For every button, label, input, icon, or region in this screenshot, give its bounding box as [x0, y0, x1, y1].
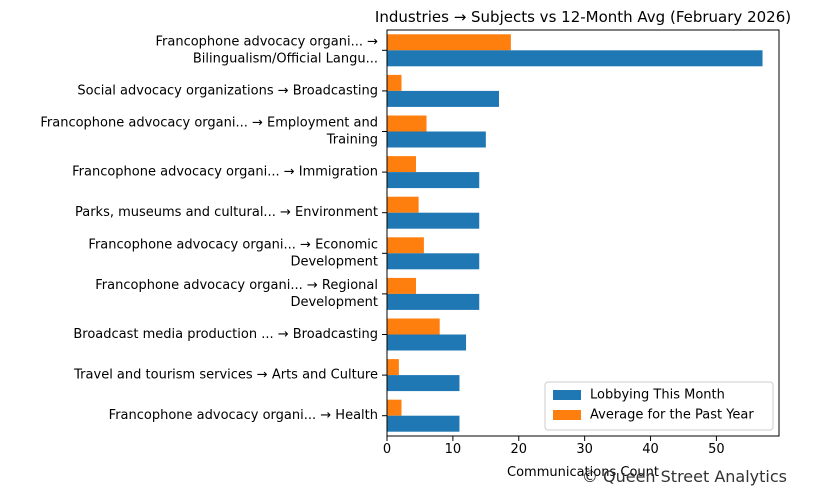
bar-average-8	[387, 359, 399, 376]
y-tick-label-5-1: Development	[290, 254, 378, 269]
bar-this-month-2	[387, 131, 486, 148]
bar-this-month-1	[387, 90, 499, 107]
x-axis-label: Communications Count	[507, 465, 659, 480]
x-tick-label-1: 10	[445, 442, 462, 457]
legend-swatch-0	[553, 390, 581, 400]
bar-average-1	[387, 74, 402, 91]
y-tick-label-8-0: Travel and tourism services → Arts and C…	[73, 368, 378, 383]
bar-this-month-9	[387, 415, 460, 432]
axes-frame	[386, 29, 780, 437]
y-tick-label-0-0: Francophone advocacy organi... →	[155, 34, 378, 49]
y-tick-label-5-0: Francophone advocacy organi... → Economi…	[88, 237, 378, 252]
watermark: © Queen Street Analytics	[581, 467, 787, 486]
bar-this-month-8	[387, 375, 460, 392]
bar-this-month-0	[387, 50, 763, 67]
bar-average-0	[387, 34, 511, 51]
y-tick-label-4-0: Parks, museums and cultural... → Environ…	[75, 205, 378, 220]
bar-this-month-3	[387, 172, 480, 189]
x-tick-label-4: 40	[642, 442, 659, 457]
bar-average-3	[387, 156, 416, 173]
bar-average-5	[387, 237, 424, 254]
legend-label-0: Lobbying This Month	[590, 388, 725, 403]
bar-average-4	[387, 196, 419, 213]
y-tick-label-1-0: Social advocacy organizations → Broadcas…	[77, 83, 378, 98]
y-tick-label-2-0: Francophone advocacy organi... → Employm…	[40, 116, 378, 131]
bar-average-7	[387, 318, 440, 335]
y-tick-label-3-0: Francophone advocacy organi... → Immigra…	[72, 165, 378, 180]
x-tick-label-3: 30	[576, 442, 593, 457]
legend-label-1: Average for the Past Year	[590, 408, 754, 423]
x-tick-label-5: 50	[708, 442, 725, 457]
y-tick-label-2-1: Training	[326, 133, 378, 148]
legend-swatch-1	[553, 410, 581, 420]
bar-this-month-6	[387, 293, 480, 310]
x-tick-label-2: 20	[510, 442, 527, 457]
y-tick-label-0-1: Bilingualism/Official Langu...	[193, 51, 378, 66]
bar-average-2	[387, 115, 427, 132]
plot-area: Francophone advocacy organi... → Bilingua…	[40, 29, 780, 457]
bar-this-month-5	[387, 253, 480, 270]
y-tick-label-6-1: Development	[290, 295, 378, 310]
y-tick-label-9-0: Francophone advocacy organi... → Health	[109, 408, 378, 423]
chart-title: Industries → Subjects vs 12-Month Avg (F…	[375, 8, 791, 26]
bar-this-month-7	[387, 334, 467, 351]
bar-this-month-4	[387, 212, 480, 229]
legend-box	[544, 381, 774, 431]
x-tick-label-0: 0	[383, 442, 391, 457]
bar-average-9	[387, 399, 402, 416]
bar-average-6	[387, 277, 416, 294]
y-tick-label-7-0: Broadcast media production ... → Broadca…	[73, 327, 378, 342]
y-tick-label-6-0: Francophone advocacy organi... → Regiona…	[95, 278, 378, 293]
